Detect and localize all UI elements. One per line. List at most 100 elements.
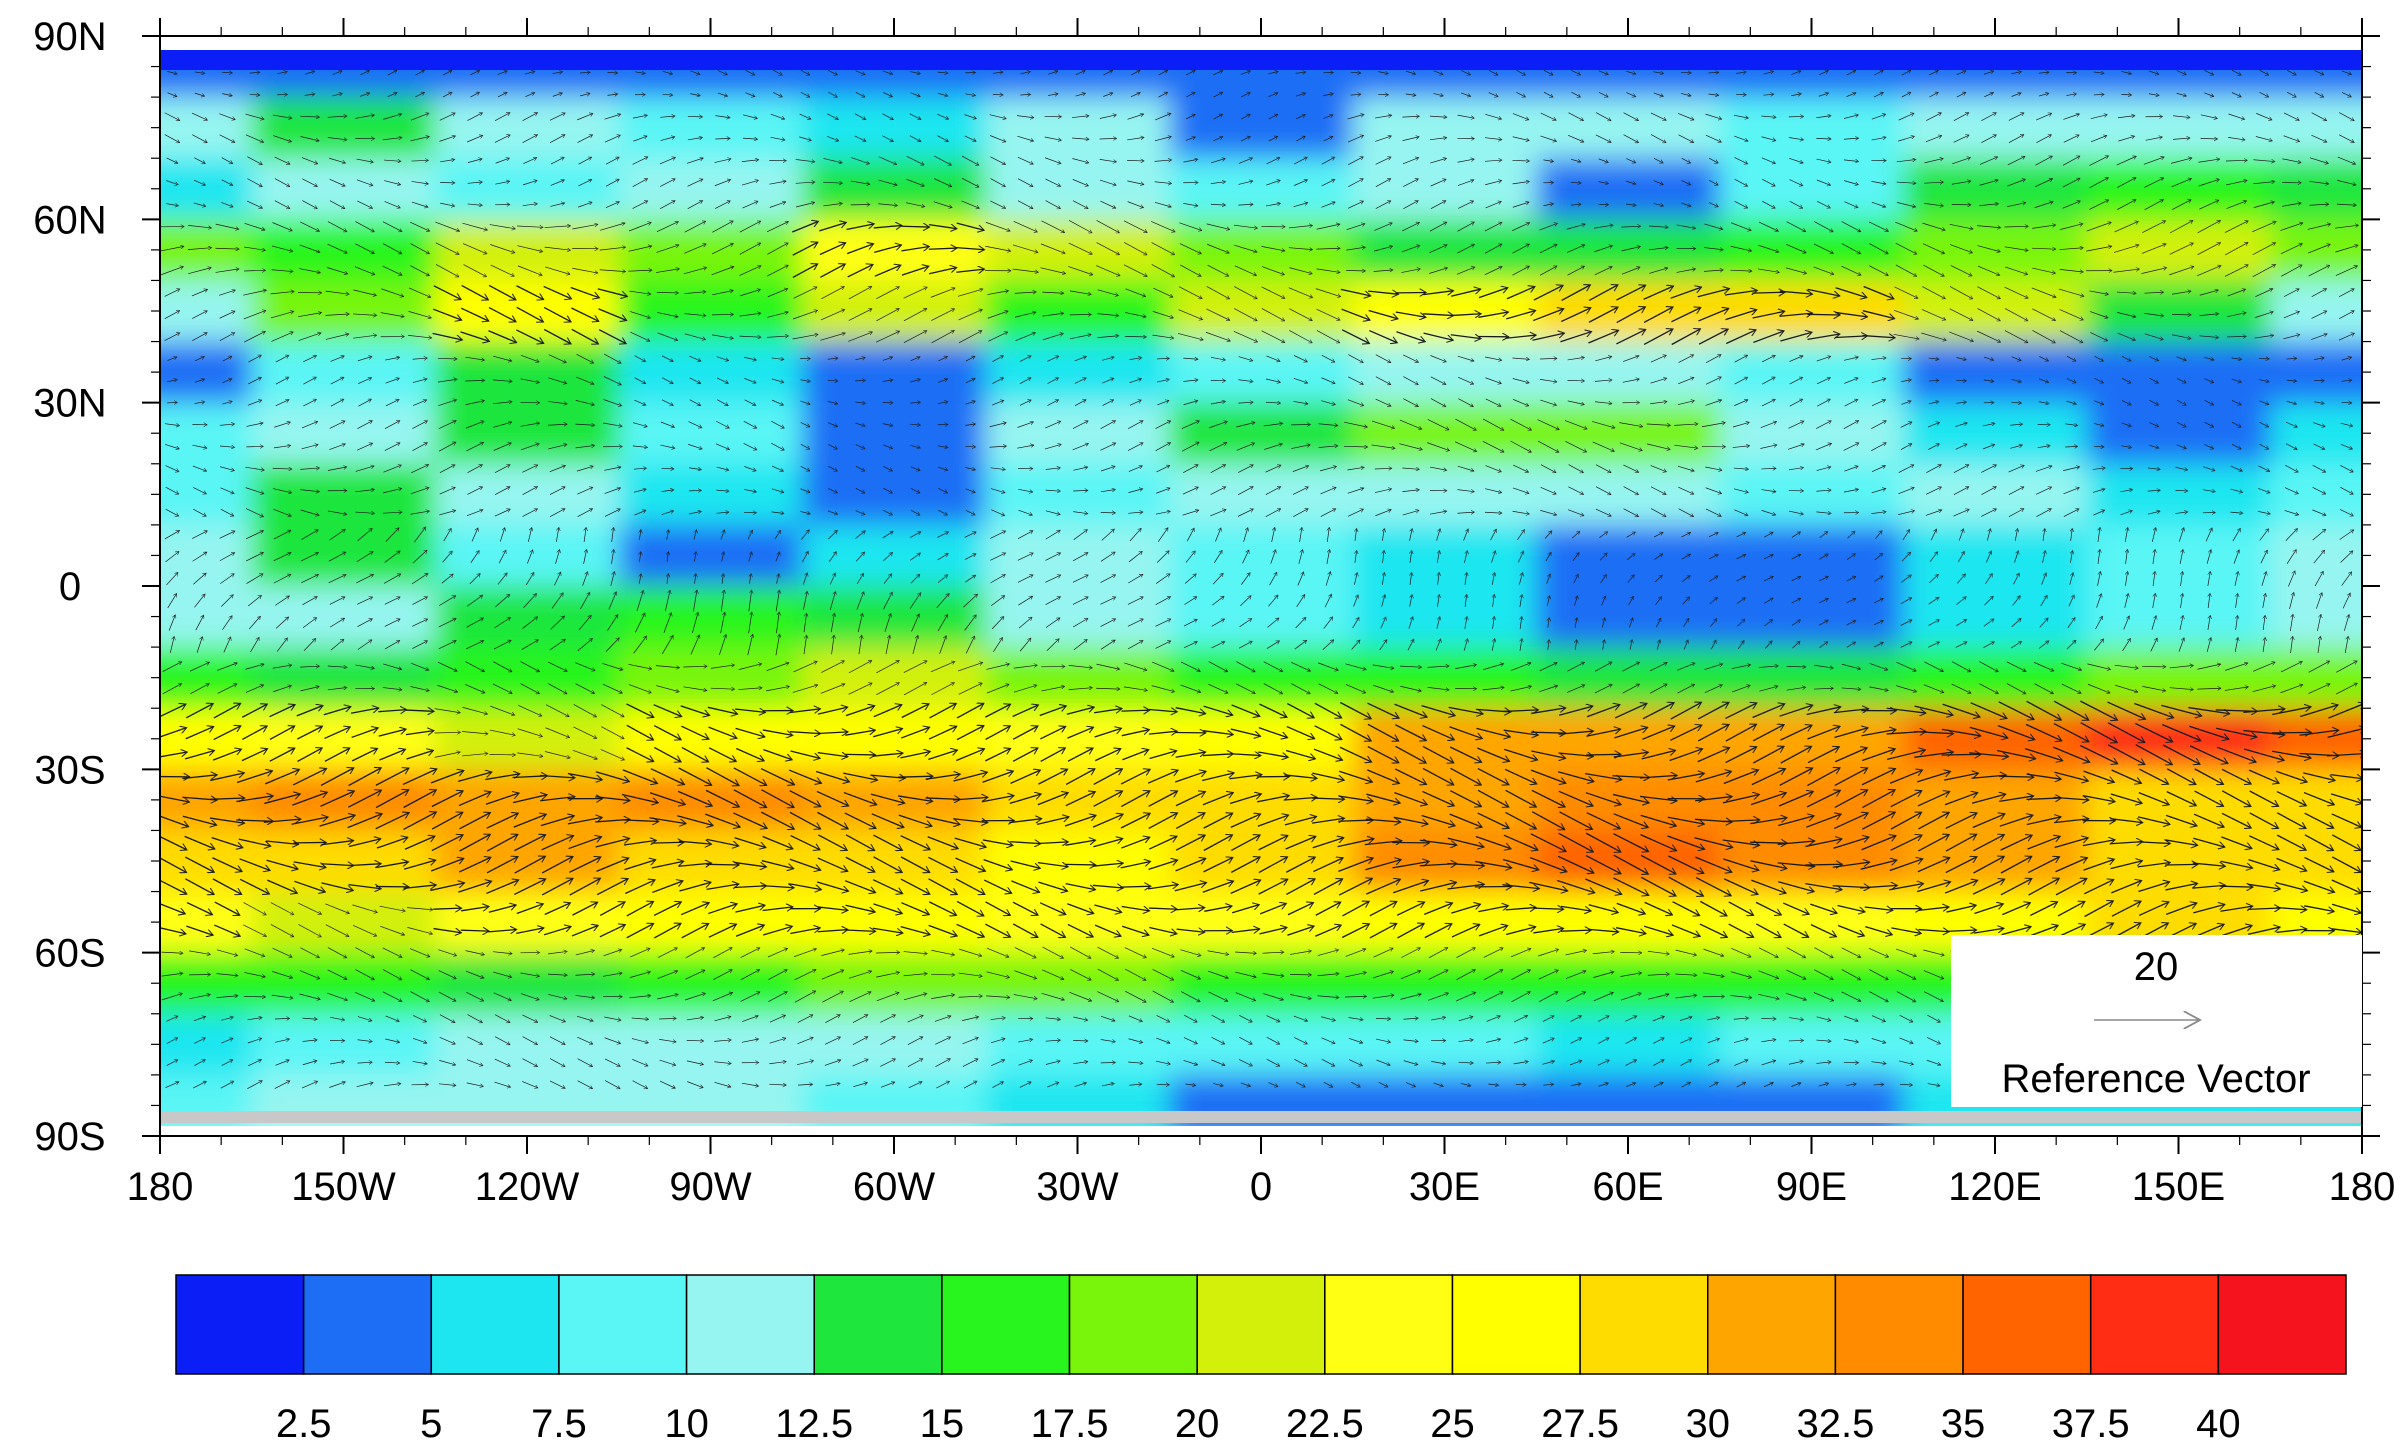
wind-arrow — [1516, 92, 1525, 97]
field-cell — [1719, 830, 1905, 893]
field-cell — [435, 158, 620, 221]
colorbar-swatch — [813, 1274, 943, 1375]
field-cell — [251, 524, 437, 587]
wind-arrow — [992, 72, 1003, 73]
field-cell — [251, 280, 437, 343]
wind-arrow — [2314, 70, 2324, 75]
wind-arrow — [660, 116, 675, 117]
field-cell — [1169, 1013, 1354, 1076]
field-cell — [1169, 647, 1354, 710]
wind-arrow — [1791, 71, 1801, 75]
wind-arrow — [1941, 754, 1981, 755]
colorbar-label: 17.5 — [1031, 1402, 1109, 1441]
field-cell — [1903, 402, 2088, 465]
colorbar-swatch — [1707, 1274, 1837, 1375]
wind-arrow — [800, 69, 810, 75]
colorbar-swatch — [2217, 1274, 2347, 1375]
field-cell — [985, 1013, 1171, 1076]
field-cell — [1536, 219, 1721, 282]
field-cell — [2270, 97, 2362, 160]
y-tick-label: 30N — [33, 382, 106, 426]
field-cell — [2270, 402, 2362, 465]
wind-arrow — [1653, 72, 1664, 74]
colorbar-swatch — [1324, 1274, 1454, 1375]
field-cell — [2270, 341, 2362, 404]
wind-arrow — [525, 93, 534, 98]
x-tick-label: 180 — [2329, 1165, 2396, 1209]
wind-arrow — [470, 92, 480, 98]
wind-arrow — [773, 92, 782, 97]
field-cell — [1169, 524, 1354, 587]
field-cell — [1169, 97, 1354, 160]
field-cell — [435, 647, 620, 710]
field-cell — [802, 952, 987, 1015]
x-tick-label: 0 — [1250, 1165, 1272, 1209]
x-tick-label: 90E — [1776, 1165, 1847, 1209]
field-cell — [618, 647, 804, 710]
wind-arrow — [2149, 70, 2159, 74]
wind-arrow — [1213, 92, 1223, 98]
field-cell — [1352, 891, 1538, 954]
wind-arrow — [2204, 70, 2214, 75]
field-cell — [435, 463, 620, 526]
field-cell — [2086, 830, 2272, 893]
field-cell — [160, 708, 253, 771]
field-cell — [160, 158, 253, 221]
field-cell — [1169, 341, 1354, 404]
wind-arrow — [552, 93, 563, 97]
wind-arrow — [277, 72, 287, 74]
wind-arrow — [1874, 70, 1883, 76]
x-tick-label: 30W — [1036, 1165, 1118, 1209]
field-cell — [1719, 341, 1905, 404]
wind-arrow — [2038, 72, 2049, 73]
field-cell — [251, 1013, 437, 1076]
wind-arrow — [1874, 92, 1883, 98]
field-cell — [1169, 586, 1354, 649]
wind-arrow — [2011, 93, 2022, 97]
wind-arrow — [1103, 70, 1113, 76]
wind-arrow — [1047, 94, 1058, 96]
wind-arrow — [1240, 92, 1250, 98]
x-tick-label: 150E — [2132, 1165, 2225, 1209]
field-cell — [1352, 463, 1538, 526]
field-cell — [2086, 463, 2272, 526]
wind-arrow — [882, 70, 893, 74]
wind-arrow — [1433, 70, 1443, 75]
x-tick-label: 90W — [669, 1165, 751, 1209]
x-tick-label: 60W — [853, 1165, 935, 1209]
wind-arrow — [1461, 70, 1470, 74]
field-cell — [1352, 1013, 1538, 1076]
field-cell — [1903, 647, 2088, 710]
wind-arrow — [690, 94, 700, 96]
wind-arrow — [1901, 70, 1911, 76]
field-cell — [251, 341, 437, 404]
wind-arrow — [662, 94, 673, 95]
wind-arrow — [1708, 94, 1719, 95]
field-cell — [1352, 402, 1538, 465]
field-cell — [1169, 708, 1354, 771]
wind-arrow — [2341, 70, 2352, 74]
wind-arrow — [937, 92, 948, 96]
field-cell — [1169, 891, 1354, 954]
colorbar-swatch — [430, 1274, 560, 1375]
wind-arrow — [845, 754, 875, 755]
wind-arrow — [1736, 72, 1746, 74]
field-cell — [2270, 647, 2362, 710]
colorbar-label: 25 — [1430, 1402, 1475, 1441]
wind-arrow — [1626, 92, 1635, 97]
field-cell — [435, 708, 620, 771]
field-cell — [1169, 158, 1354, 221]
field-cell — [2270, 708, 2362, 771]
wind-arrow — [1130, 70, 1140, 76]
colorbar-label: 12.5 — [775, 1402, 853, 1441]
y-tick-label: 30S — [34, 748, 105, 792]
field-cell — [1719, 647, 1905, 710]
field-cell — [251, 158, 437, 221]
wind-arrow — [2286, 91, 2296, 97]
colorbar-swatch — [1068, 1274, 1198, 1375]
wind-arrow — [706, 864, 739, 865]
field-cell — [985, 402, 1171, 465]
colorbar-label: 5 — [420, 1402, 442, 1441]
